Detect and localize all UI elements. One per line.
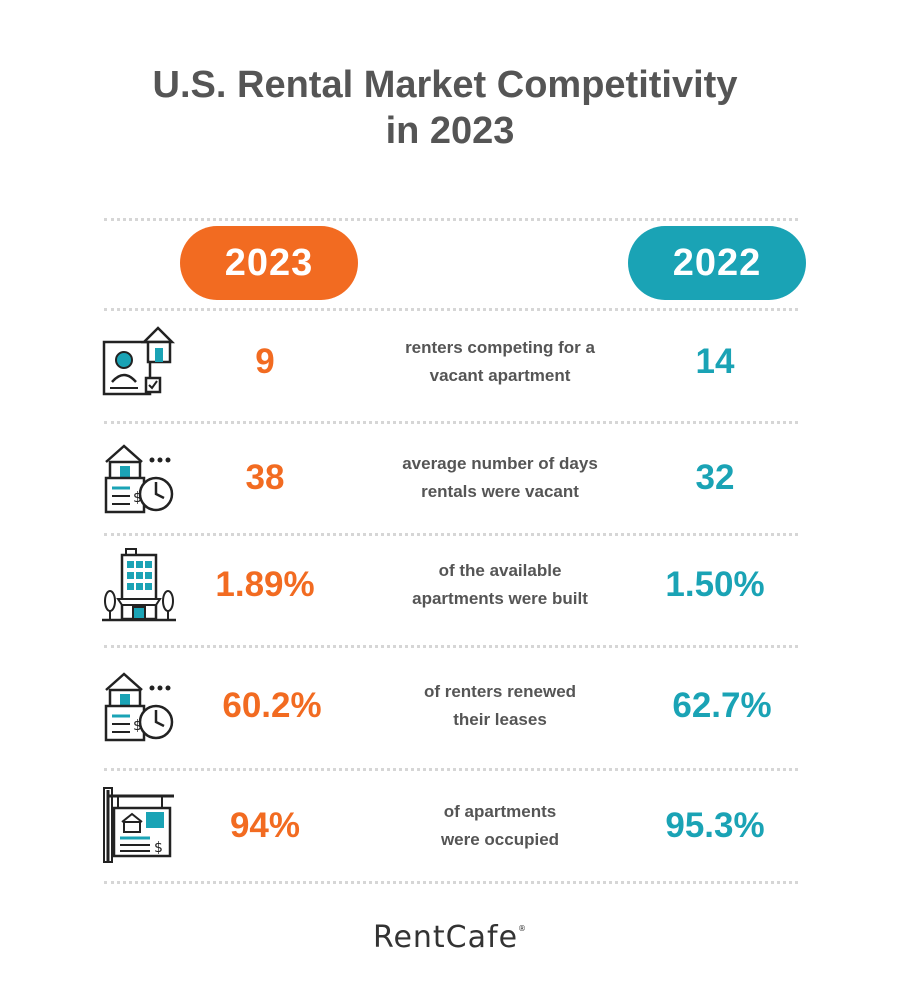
svg-text:$: $ — [154, 840, 163, 856]
divider — [104, 881, 798, 884]
desc-line-1: of renters renewed — [423, 682, 577, 701]
title-line-1: U.S. Rental Market Competitivity — [152, 64, 738, 106]
stat-row-leases-renewed: $ 60.2% of renters renewed their leases … — [0, 664, 900, 754]
value-2022: 14 — [695, 342, 735, 381]
value-2022: 1.50% — [665, 565, 765, 604]
divider — [104, 645, 798, 648]
occupied-sign-icon: $ — [103, 787, 174, 863]
stat-description: of apartments were occupied — [380, 784, 620, 868]
divider — [104, 421, 798, 424]
svg-text:$: $ — [133, 718, 142, 734]
desc-line-2: were occupied — [440, 830, 560, 849]
divider — [104, 768, 798, 771]
year-2023-pill: 2023 — [180, 226, 358, 300]
desc-line-2: rentals were vacant — [421, 482, 579, 501]
desc-line-1: renters competing for a — [405, 338, 595, 357]
year-2022-pill: 2022 — [628, 226, 806, 300]
value-2022: 32 — [695, 458, 735, 497]
renter-application-icon — [102, 326, 176, 396]
stat-description: renters competing for a vacant apartment — [380, 320, 620, 404]
value-2022: 95.3% — [665, 806, 765, 845]
desc-line-1: of apartments — [443, 802, 557, 821]
desc-line-2: vacant apartment — [429, 366, 571, 385]
year-2023-label: 2023 — [224, 241, 314, 284]
page-title: U.S. Rental Market Competitivity in 2023 — [0, 62, 900, 154]
stat-description: of the available apartments were built — [380, 543, 620, 627]
title-line-2: in 2023 — [385, 110, 515, 152]
divider — [104, 308, 798, 311]
lease-renewal-icon: $ — [104, 672, 174, 742]
vacancy-days-icon: $ — [104, 444, 174, 514]
stat-description: of renters renewed their leases — [380, 664, 620, 748]
value-2023: 1.89% — [215, 565, 315, 604]
logo-text: RentCafe — [372, 920, 519, 955]
apartment-building-icon — [102, 548, 176, 622]
year-2022-label: 2022 — [672, 241, 762, 284]
value-2023: 9 — [255, 342, 275, 381]
stat-row-apartments-occupied: $ 94% of apartments were occupied 95.3% — [0, 784, 900, 874]
divider — [104, 218, 798, 221]
value-2023: 38 — [245, 458, 285, 497]
value-2023: 94% — [229, 806, 301, 845]
desc-line-1: average number of days — [402, 454, 598, 473]
registered-mark: ® — [518, 924, 528, 933]
stat-description: average number of days rentals were vaca… — [380, 436, 620, 520]
desc-line-2: apartments were built — [412, 589, 588, 608]
value-2023: 60.2% — [222, 686, 322, 725]
value-2022: 62.7% — [672, 686, 772, 725]
stat-row-apartments-built: 1.89% of the available apartments were b… — [0, 543, 900, 633]
rentcafe-logo: RentCafe® — [0, 920, 900, 955]
stat-row-days-vacant: $ 38 average number of days rentals were… — [0, 436, 900, 526]
stat-row-renters-competing: 9 renters competing for a vacant apartme… — [0, 320, 900, 410]
desc-line-1: of the available — [438, 561, 562, 580]
svg-text:$: $ — [133, 490, 142, 506]
desc-line-2: their leases — [453, 710, 547, 729]
divider — [104, 533, 798, 536]
